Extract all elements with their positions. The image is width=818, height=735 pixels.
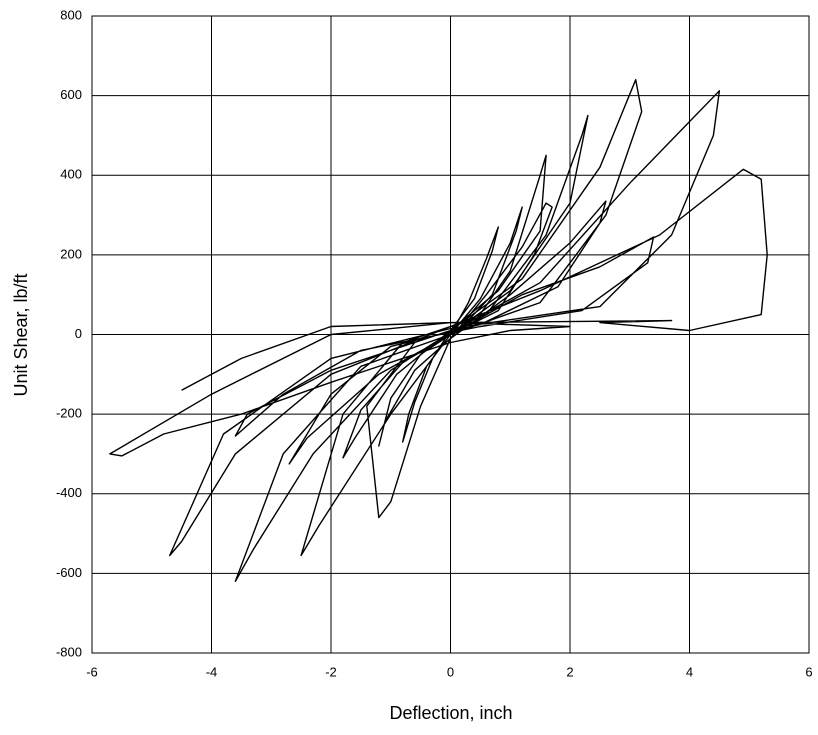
y-tick-label: 200	[60, 246, 82, 261]
y-tick-label: 800	[60, 7, 82, 22]
y-tick-label: 400	[60, 167, 82, 182]
x-tick-label: 4	[686, 664, 693, 679]
x-tick-label: -2	[325, 664, 337, 679]
y-axis-label: Unit Shear, lb/ft	[11, 273, 31, 396]
x-tick-label: 2	[566, 664, 573, 679]
y-tick-label: -600	[56, 565, 82, 580]
x-axis-label: Deflection, inch	[389, 703, 512, 723]
hysteresis-line	[109, 79, 768, 582]
plot-frame	[91, 15, 810, 654]
y-tick-label: -400	[56, 485, 82, 500]
x-tick-label: 6	[805, 664, 812, 679]
y-tick-label: 600	[60, 87, 82, 102]
x-tick-label: 0	[447, 664, 454, 679]
x-tick-label: -6	[86, 664, 98, 679]
y-tick-label: -800	[56, 644, 82, 659]
y-tick-label: -200	[56, 406, 82, 421]
y-tick-label: 0	[75, 326, 82, 341]
x-tick-label: -4	[206, 664, 218, 679]
